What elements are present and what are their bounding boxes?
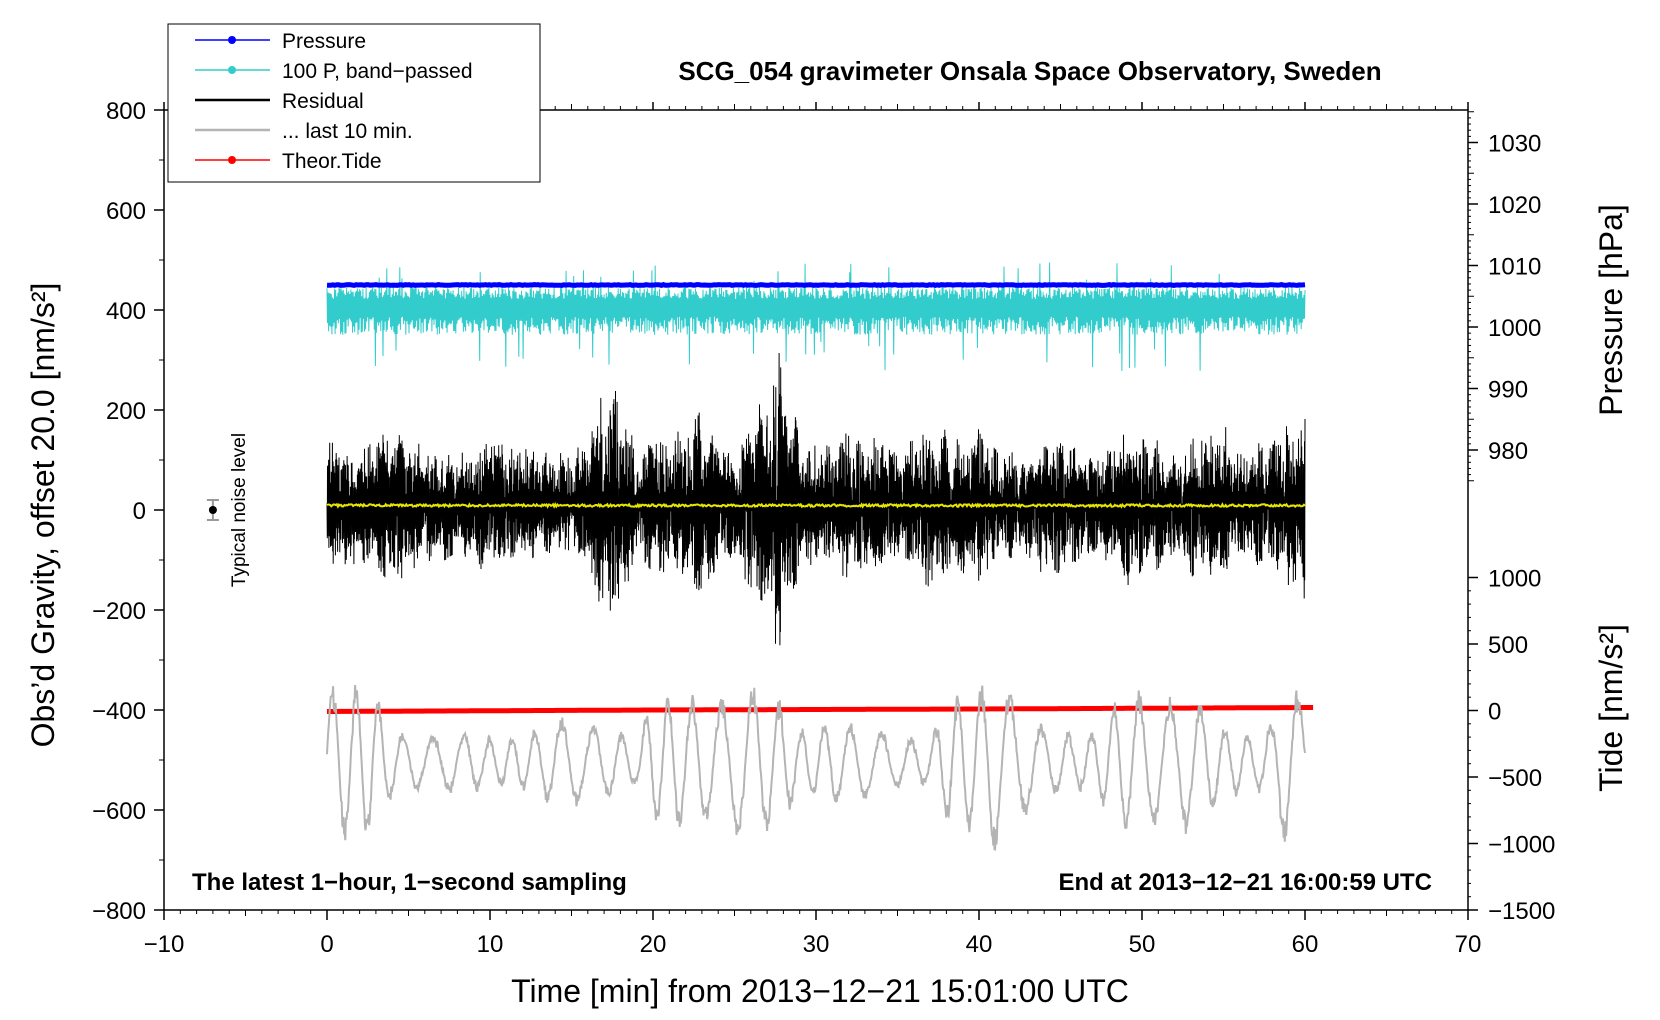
pressure-tick-label: 980	[1488, 438, 1528, 465]
pressure-tick-label: 1020	[1488, 192, 1541, 219]
y-axis-title-left: Obs’d Gravity, offset 20.0 [nm/s²]	[25, 283, 61, 748]
x-tick-label: 30	[803, 931, 830, 958]
y-tick-label: −800	[92, 898, 146, 925]
x-tick-label: 10	[477, 931, 504, 958]
y-axis-title-pressure: Pressure [hPa]	[1593, 204, 1629, 416]
x-tick-label: 50	[1129, 931, 1156, 958]
x-tick-label: 60	[1292, 931, 1319, 958]
legend-label: 100 P, band−passed	[282, 60, 473, 83]
series-last-10-min	[326, 684, 1306, 851]
x-tick-label: 0	[320, 931, 333, 958]
tide-tick-label: 1000	[1488, 566, 1541, 593]
series-pressure	[326, 281, 1306, 289]
series-theor-tide	[327, 705, 1314, 714]
legend-label: Pressure	[282, 30, 366, 53]
x-tick-label: 40	[966, 931, 993, 958]
y-tick-label: −400	[92, 698, 146, 725]
tide-tick-label: 500	[1488, 632, 1528, 659]
y-tick-label: 600	[106, 198, 146, 225]
legend-label: Residual	[282, 90, 364, 113]
axes-layer: −10 0 10 20 30 40 50 60 70−800−600−400−200020040…	[92, 98, 1555, 958]
y-axis-title-tide: Tide [nm/s²]	[1593, 624, 1629, 792]
pressure-tick-label: 990	[1488, 377, 1528, 404]
tide-tick-label: −500	[1488, 765, 1542, 792]
legend-box	[167, 23, 541, 183]
chart-title: SCG_054 gravimeter Onsala Space Observat…	[678, 56, 1381, 86]
pressure-tick-label: 1030	[1488, 131, 1541, 158]
legend: Pressure 100 P, band−passed Residual ... la…	[167, 23, 541, 183]
legend-label: ... last 10 min.	[282, 120, 413, 143]
x-tick-label: −10	[144, 931, 185, 958]
pressure-tick-label: 1010	[1488, 254, 1541, 281]
tide-tick-label: −1000	[1488, 832, 1555, 859]
tide-tick-label: −1500	[1488, 898, 1555, 925]
noise-marker	[208, 506, 217, 514]
y-tick-label: 0	[133, 498, 146, 525]
y-tick-label: 200	[106, 398, 146, 425]
tide-tick-label: 0	[1488, 699, 1501, 726]
pressure-tick-label: 1000	[1488, 315, 1541, 342]
x-axis-title: Time [min] from 2013−12−21 15:01:00 UTC	[511, 973, 1129, 1009]
annotation-noise-level: Typical noise level	[229, 433, 250, 587]
legend-marker	[228, 66, 236, 74]
annotation-sampling: The latest 1−hour, 1−second sampling	[192, 869, 627, 896]
series-pressure-effect	[326, 502, 1306, 509]
legend-marker	[228, 36, 236, 44]
legend-marker	[228, 156, 236, 164]
x-tick-label: 20	[640, 931, 667, 958]
series-layer	[206, 262, 1314, 851]
y-tick-label: −200	[92, 598, 146, 625]
legend-label: Theor.Tide	[282, 150, 382, 173]
y-tick-label: −600	[92, 798, 146, 825]
series-band-passed-pressure	[326, 262, 1306, 372]
y-tick-label: 800	[106, 98, 146, 125]
series-residual	[326, 352, 1306, 646]
x-tick-label: 70	[1455, 931, 1482, 958]
y-tick-label: 400	[106, 298, 146, 325]
annotation-end-time: End at 2013−12−21 16:00:59 UTC	[1058, 869, 1432, 896]
